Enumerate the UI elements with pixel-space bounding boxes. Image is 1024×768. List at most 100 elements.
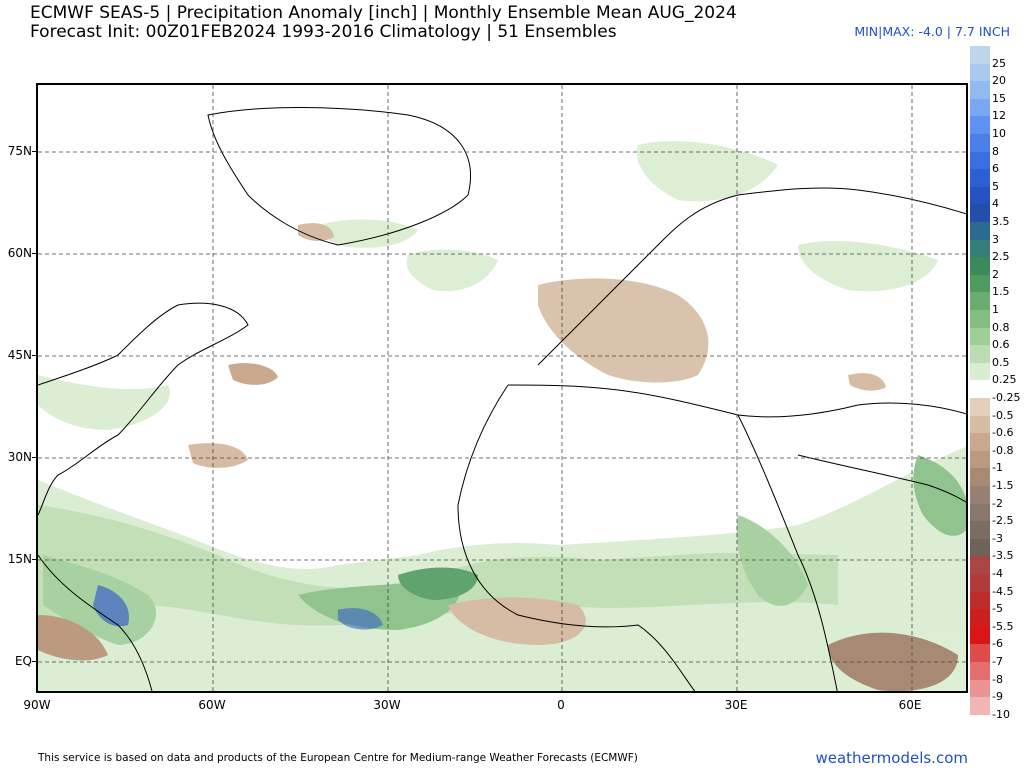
colorbar-swatch	[970, 327, 990, 346]
lat-tick	[32, 457, 36, 458]
colorbar-swatch	[970, 222, 990, 240]
colorbar-swatch	[970, 574, 990, 592]
colorbar-label: 3	[992, 232, 999, 246]
lon-label-30e: 30E	[724, 698, 748, 712]
colorbar-swatch	[970, 257, 990, 275]
colorbar-label: -4.5	[992, 584, 1014, 598]
colorbar-label: -8	[992, 672, 1003, 686]
colorbar-label: -0.5	[992, 408, 1014, 422]
colorbar-swatch	[970, 486, 990, 504]
lat-label-15n: 15N	[7, 552, 32, 566]
colorbar-label: 2	[992, 267, 999, 281]
ecmwf-attribution: This service is based on data and produc…	[38, 752, 638, 764]
colorbar-swatch	[970, 169, 990, 187]
coastlines	[38, 107, 966, 691]
colorbar-label: -1	[992, 461, 1003, 475]
colorbar-label: 6	[992, 162, 999, 176]
colorbar-label: -5	[992, 602, 1003, 616]
lon-label-0: 0	[557, 698, 565, 712]
colorbar-label: 12	[992, 109, 1006, 123]
colorbar-label: -4	[992, 567, 1003, 580]
colorbar-label: -3.5	[992, 549, 1014, 563]
lat-label-75n: 75N	[7, 144, 32, 158]
colorbar-swatch	[970, 151, 990, 170]
lat-label-30n: 30N	[7, 450, 32, 464]
lon-label-30w: 30W	[373, 698, 401, 712]
colorbar-swatch	[970, 63, 990, 82]
colorbar-swatch	[970, 450, 990, 469]
colorbar-label: 3.5	[992, 215, 1010, 228]
colorbar-swatch	[970, 538, 990, 557]
colorbar-label: -7	[992, 655, 1003, 668]
colorbar-swatch	[970, 186, 990, 205]
colorbar-label: 0.6	[992, 338, 1010, 352]
colorbar-swatch	[970, 310, 990, 328]
lat-tick	[32, 253, 36, 254]
colorbar-swatch	[970, 662, 990, 680]
colorbar-label: 1.5	[992, 285, 1010, 299]
colorbar-swatch	[970, 398, 990, 416]
lat-tick	[32, 661, 36, 662]
colorbar-label: 2.5	[992, 250, 1010, 264]
colorbar-swatch	[970, 503, 990, 522]
colorbar-label: 0.8	[992, 320, 1010, 334]
colorbar-swatch	[970, 521, 990, 539]
graticule	[38, 85, 966, 691]
colorbar-label: 1	[992, 303, 999, 316]
colorbar-swatch	[970, 345, 990, 363]
colorbar-swatch	[970, 679, 990, 698]
lon-label-60w: 60W	[198, 698, 226, 712]
wet-anomaly-shading	[38, 141, 966, 691]
colorbar-swatch	[970, 362, 990, 381]
colorbar-swatch	[970, 626, 990, 645]
map-canvas	[38, 85, 966, 691]
colorbar-swatch	[970, 591, 990, 610]
colorbar-swatch	[970, 380, 990, 398]
colorbar-swatch	[970, 609, 990, 627]
colorbar-label: 5	[992, 179, 999, 193]
colorbar-label: -9	[992, 690, 1003, 704]
colorbar-swatch	[970, 81, 990, 99]
colorbar-swatch	[970, 697, 990, 715]
brand-link[interactable]: weathermodels.com	[815, 749, 968, 767]
colorbar-swatch	[970, 134, 990, 152]
colorbar-legend: 25 20 15 12 10 8 6 5 4 3.5 3 2.5 2 1.5 1 0.8 0.6 0.5 0.25 -…	[970, 46, 1024, 726]
colorbar-label: -0.8	[992, 443, 1014, 457]
colorbar-swatch	[970, 415, 990, 434]
map-title: ECMWF SEAS-5 | Precipitation Anomaly [in…	[30, 3, 737, 23]
colorbar-label: -0.6	[992, 426, 1014, 440]
colorbar-label: 10	[992, 127, 1006, 140]
lat-tick	[32, 151, 36, 152]
lat-label-45n: 45N	[7, 348, 32, 362]
lat-label-eq: EQ	[14, 654, 32, 668]
colorbar-label: -2	[992, 496, 1003, 510]
colorbar-swatch	[970, 98, 990, 117]
lon-label-60e: 60E	[898, 698, 922, 712]
colorbar-label: 8	[992, 144, 999, 158]
lon-label-90w: 90W	[23, 698, 51, 712]
min-max-readout: MIN|MAX: -4.0 | 7.7 INCH	[854, 24, 1010, 39]
precipitation-anomaly-map	[36, 83, 968, 693]
lat-tick	[32, 355, 36, 356]
colorbar-label: -10	[992, 707, 1010, 721]
colorbar-label: 15	[992, 91, 1006, 105]
lat-tick	[32, 559, 36, 560]
colorbar-label: -2.5	[992, 514, 1014, 528]
colorbar-label: 20	[992, 74, 1006, 88]
colorbar-label: -6	[992, 637, 1003, 651]
colorbar-label: 4	[992, 197, 999, 211]
colorbar-swatch	[970, 116, 990, 134]
colorbar-swatch	[970, 556, 990, 574]
map-subtitle: Forecast Init: 00Z01FEB2024 1993-2016 Cl…	[30, 22, 617, 42]
colorbar-swatch	[970, 204, 990, 222]
colorbar-swatch	[970, 433, 990, 451]
colorbar-swatch	[970, 239, 990, 258]
colorbar-label: -3	[992, 531, 1003, 545]
colorbar-swatch	[970, 292, 990, 310]
colorbar-label: -1.5	[992, 479, 1014, 492]
colorbar-swatch	[970, 468, 990, 486]
colorbar-label: -0.25	[992, 391, 1021, 404]
colorbar-swatch	[970, 644, 990, 662]
colorbar-label: 25	[992, 56, 1006, 70]
colorbar-label: 0.25	[992, 373, 1017, 387]
